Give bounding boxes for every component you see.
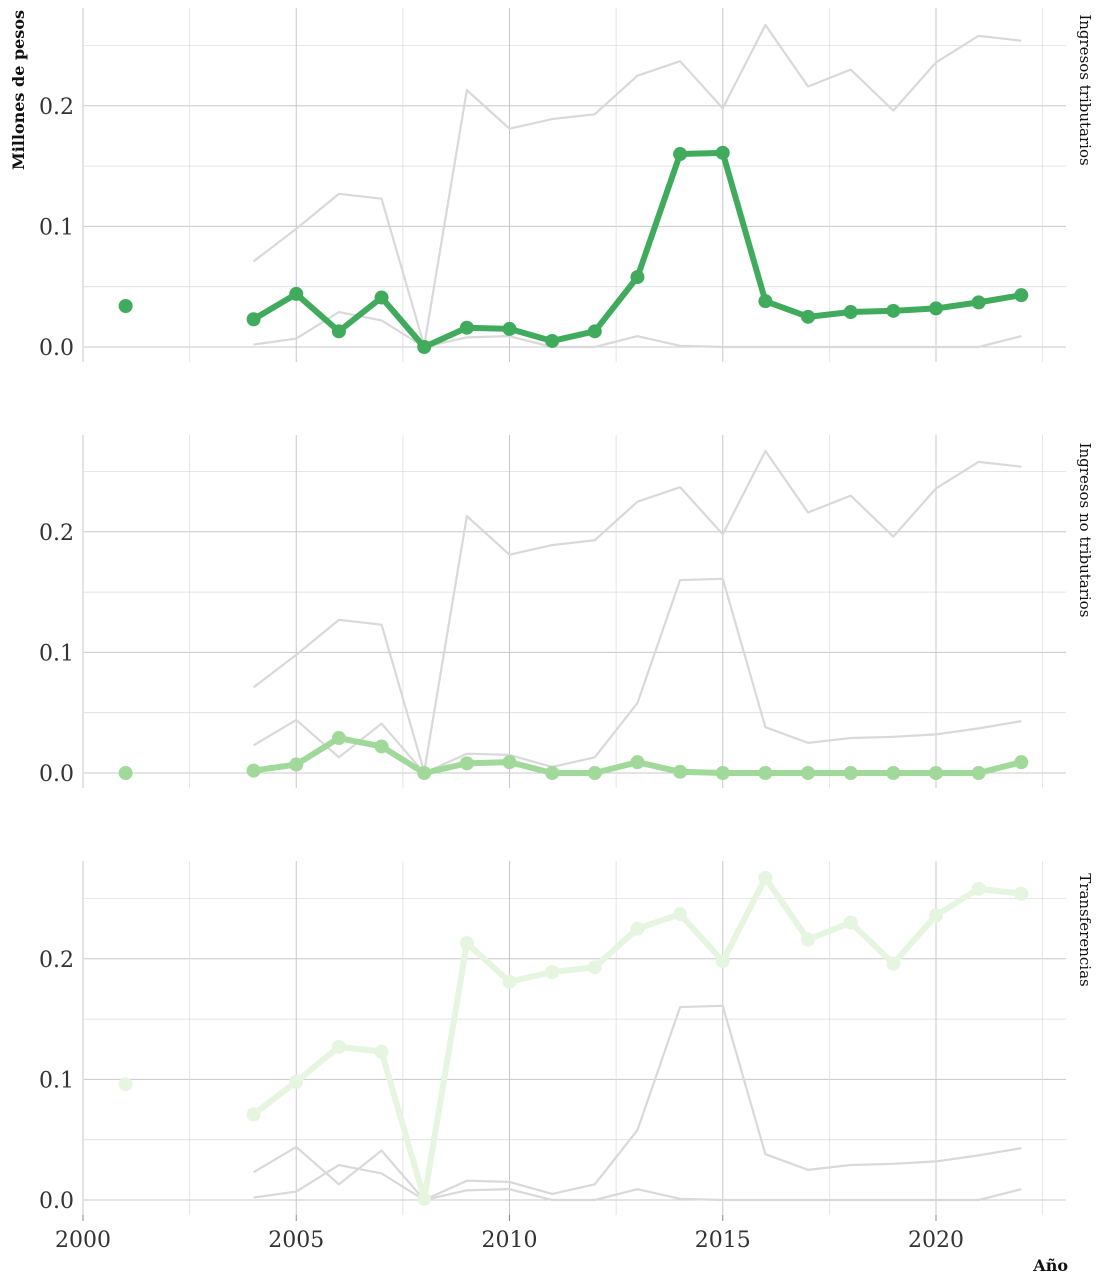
data-point	[843, 766, 858, 780]
chart-panels: 0.0 0.1 0.2 Ingresos tributarios 0.0 0.1 0.2 In…	[39, 8, 1094, 1215]
background-series-line	[253, 310, 1022, 349]
data-point	[630, 755, 645, 770]
data-point	[630, 270, 645, 285]
data-point	[246, 1107, 261, 1122]
data-point	[118, 766, 133, 780]
y-tick-label: 0.0	[39, 762, 74, 787]
data-point	[289, 1074, 304, 1089]
background-series-line	[252, 449, 1022, 773]
facet-label: Ingresos tributarios	[1076, 14, 1094, 165]
data-point	[886, 766, 901, 780]
x-axis-title: Año	[1032, 1256, 1068, 1275]
data-point	[587, 960, 602, 975]
y-tick-label: 0.0	[39, 1189, 74, 1214]
y-tick-label: 0.2	[39, 521, 74, 546]
data-point	[673, 147, 688, 162]
y-axis-title: Millones de pesos	[9, 10, 28, 170]
data-point	[929, 766, 943, 780]
data-point	[587, 324, 602, 339]
x-tick-label: 2005	[268, 1228, 324, 1253]
y-tick-label: 0.0	[39, 336, 74, 361]
panel-2: 0.0 0.1 0.2 Ingresos no tributarios	[39, 435, 1094, 788]
data-point	[758, 766, 773, 780]
data-point	[246, 312, 261, 327]
y-tick-label: 0.2	[39, 95, 74, 120]
data-point	[587, 766, 602, 780]
data-point	[971, 295, 986, 310]
data-point	[502, 321, 517, 336]
background-series-line	[253, 577, 1022, 775]
x-tick-label: 2010	[482, 1228, 538, 1253]
x-tick-label: 2000	[55, 1228, 111, 1253]
data-point	[246, 763, 261, 778]
data-point	[459, 756, 474, 771]
data-point	[289, 757, 304, 772]
y-tick-label: 0.1	[39, 1068, 74, 1093]
data-point	[374, 1044, 389, 1059]
y-tick-label: 0.2	[39, 948, 74, 973]
data-point	[715, 145, 730, 160]
data-point	[459, 936, 474, 951]
data-point	[545, 965, 560, 980]
y-tick-label: 0.1	[39, 215, 74, 240]
data-point	[843, 305, 858, 320]
x-tick-label: 2015	[695, 1228, 751, 1253]
data-point	[715, 766, 730, 780]
data-point	[289, 286, 304, 301]
data-point	[502, 755, 517, 770]
background-series-line	[253, 1163, 1022, 1202]
data-point	[801, 932, 816, 947]
data-point	[374, 739, 389, 754]
data-point	[886, 956, 901, 971]
data-point	[331, 324, 346, 339]
y-tick-label: 0.1	[39, 641, 74, 666]
x-axis: 2000 2005 2010 2015 2020	[55, 1215, 964, 1253]
data-point	[673, 764, 688, 779]
data-point	[758, 294, 773, 309]
data-point	[758, 870, 773, 885]
background-series-line	[253, 1004, 1022, 1202]
data-point	[331, 731, 346, 746]
facet-label: Ingresos no tributarios	[1076, 443, 1094, 618]
data-point	[801, 309, 816, 324]
data-point	[929, 301, 943, 316]
data-point	[886, 303, 901, 318]
data-point	[331, 1039, 346, 1054]
data-point	[1014, 886, 1029, 901]
data-point	[971, 766, 986, 780]
data-point	[630, 921, 645, 936]
data-point	[417, 340, 432, 354]
data-point	[715, 954, 730, 969]
data-point	[417, 766, 432, 780]
data-point	[545, 766, 560, 780]
data-point	[417, 1191, 432, 1206]
data-point	[843, 915, 858, 930]
panel-3: 0.0 0.1 0.2 Transferencias	[39, 861, 1094, 1215]
data-point	[929, 908, 943, 923]
data-point	[673, 907, 688, 922]
background-series-line	[252, 23, 1022, 347]
data-point	[1014, 288, 1029, 303]
data-point	[801, 766, 816, 780]
data-point	[971, 881, 986, 896]
data-point	[118, 1077, 133, 1092]
data-point	[374, 290, 389, 305]
data-point	[1014, 755, 1029, 770]
data-point	[502, 974, 517, 989]
data-point	[545, 333, 560, 348]
data-point	[118, 298, 133, 313]
panel-1: 0.0 0.1 0.2 Ingresos tributarios	[39, 8, 1094, 362]
data-point	[459, 320, 474, 335]
x-tick-label: 2020	[908, 1228, 964, 1253]
facet-label: Transferencias	[1076, 873, 1094, 986]
